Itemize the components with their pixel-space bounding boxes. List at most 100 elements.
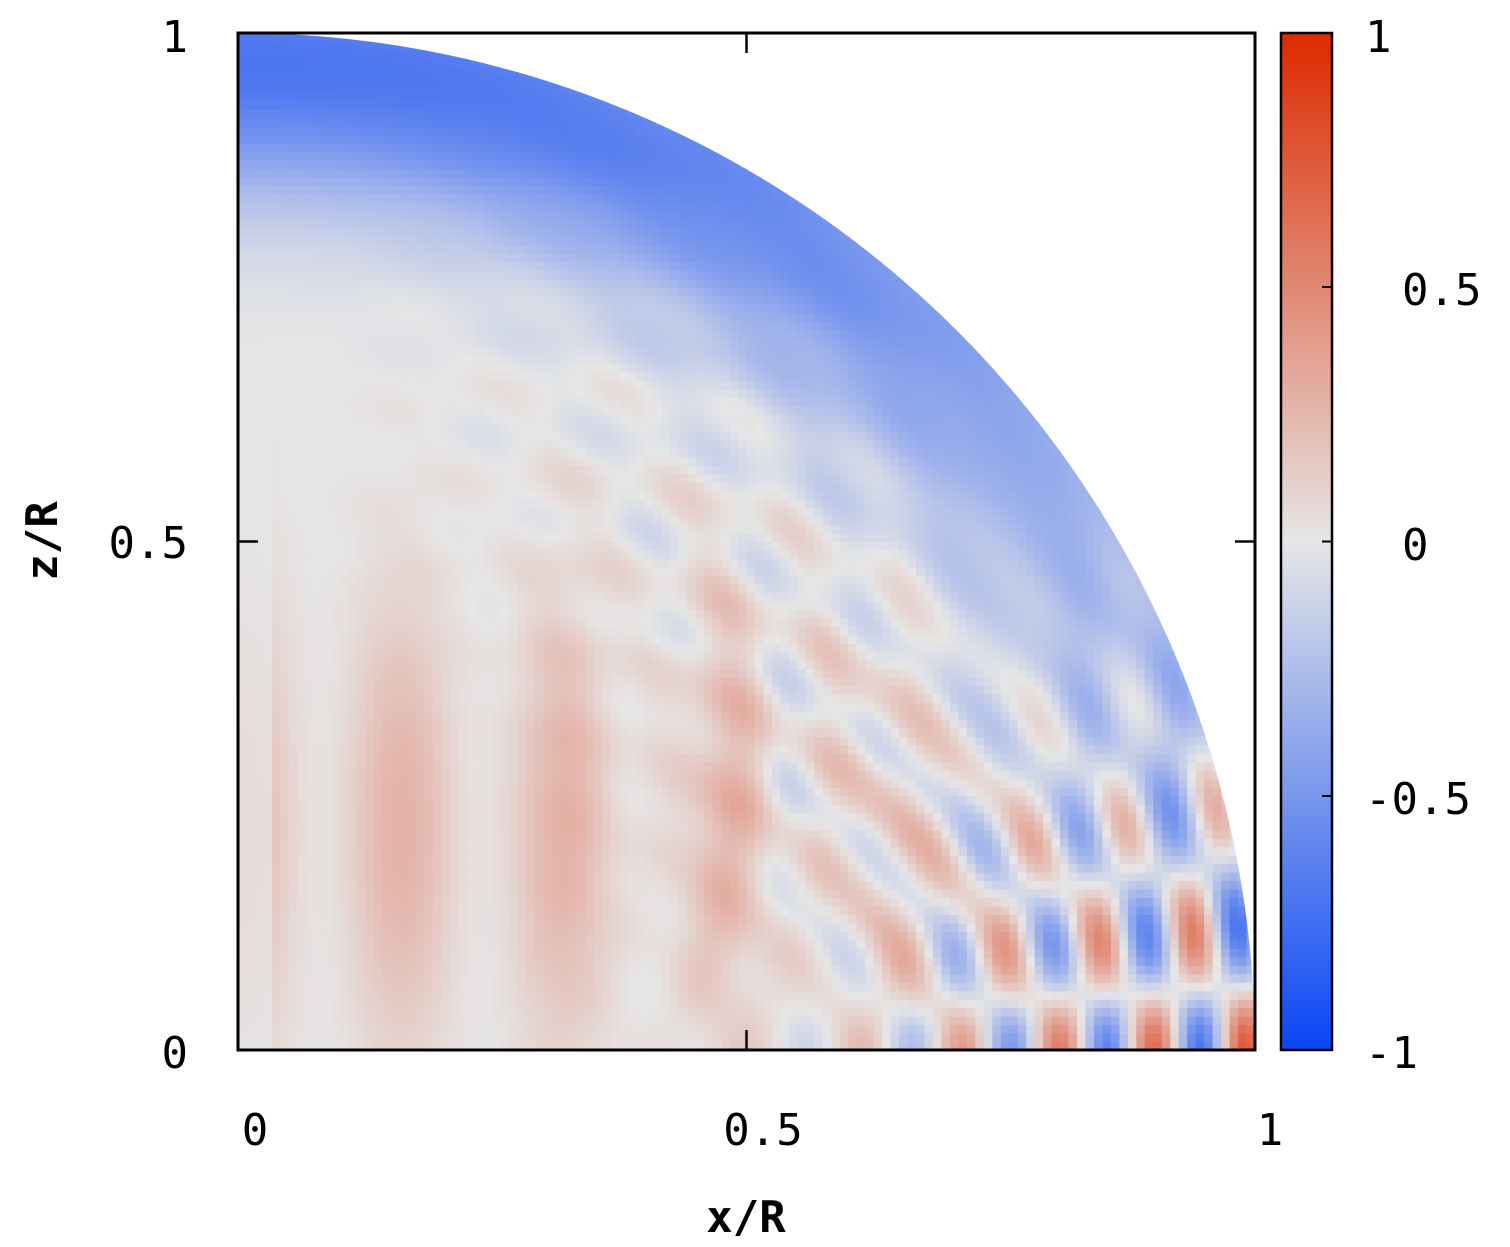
- heatmap-cell: [475, 499, 485, 509]
- heatmap-cell: [348, 990, 358, 1000]
- heatmap-cell: [314, 109, 324, 119]
- heatmap-cell: [441, 651, 451, 661]
- heatmap-cell: [509, 185, 519, 195]
- heatmap-cell: [500, 329, 510, 339]
- heatmap-cell: [568, 651, 578, 661]
- heatmap-cell: [509, 549, 519, 560]
- heatmap-cell: [263, 812, 273, 822]
- heatmap-cell: [331, 855, 341, 865]
- heatmap-cell: [466, 507, 476, 517]
- heatmap-cell: [415, 1024, 426, 1034]
- heatmap-cell: [331, 41, 341, 51]
- heatmap-cell: [500, 617, 510, 627]
- heatmap-cell: [280, 414, 290, 424]
- heatmap-cell: [339, 685, 349, 695]
- heatmap-cell: [500, 270, 510, 280]
- heatmap-cell: [288, 473, 298, 483]
- heatmap-cell: [458, 524, 468, 534]
- heatmap-cell: [543, 499, 553, 509]
- heatmap-cell: [399, 592, 409, 602]
- heatmap-cell: [238, 685, 248, 695]
- heatmap-cell: [593, 1007, 604, 1017]
- heatmap-cell: [568, 516, 578, 526]
- heatmap-cell: [365, 677, 375, 687]
- heatmap-cell: [280, 855, 290, 865]
- heatmap-cell: [254, 363, 265, 373]
- heatmap-cell: [585, 1007, 595, 1017]
- heatmap-cell: [517, 202, 527, 212]
- heatmap-cell: [373, 388, 383, 399]
- heatmap-cell: [322, 990, 332, 1000]
- heatmap-cell: [543, 380, 553, 390]
- heatmap-cell: [475, 1024, 485, 1034]
- heatmap-cell: [322, 914, 332, 924]
- heatmap-cell: [517, 287, 527, 297]
- heatmap-cell: [543, 143, 553, 153]
- heatmap-cell: [373, 456, 383, 466]
- heatmap-cell: [280, 1041, 290, 1050]
- heatmap-cell: [373, 973, 383, 983]
- heatmap-cell: [280, 456, 290, 466]
- heatmap-cell: [441, 185, 451, 195]
- heatmap-cell: [399, 719, 409, 729]
- heatmap-cell: [288, 507, 298, 517]
- heatmap-cell: [458, 1016, 468, 1026]
- heatmap-cell: [407, 261, 417, 271]
- heatmap-cell: [475, 880, 485, 890]
- heatmap-cell: [271, 897, 281, 907]
- heatmap-cell: [441, 1016, 451, 1026]
- heatmap-cell: [509, 92, 519, 102]
- heatmap-cell: [297, 931, 307, 941]
- heatmap-cell: [551, 499, 561, 509]
- heatmap-cell: [373, 617, 383, 627]
- heatmap-cell: [297, 727, 307, 738]
- heatmap-cell: [339, 295, 349, 305]
- heatmap-cell: [500, 168, 510, 178]
- heatmap-cell: [441, 558, 451, 568]
- heatmap-cell: [254, 244, 265, 254]
- heatmap-cell: [543, 846, 553, 856]
- heatmap-cell: [568, 643, 578, 653]
- heatmap-cell: [390, 600, 400, 610]
- heatmap-cell: [449, 270, 459, 280]
- heatmap-cell: [585, 795, 595, 805]
- heatmap-cell: [271, 49, 281, 60]
- heatmap-cell: [458, 253, 468, 263]
- heatmap-cell: [500, 414, 510, 424]
- heatmap-cell: [373, 922, 383, 932]
- heatmap-cell: [560, 355, 570, 365]
- heatmap-cell: [466, 253, 476, 263]
- heatmap-cell: [339, 244, 349, 254]
- heatmap-cell: [288, 41, 298, 51]
- heatmap-cell: [339, 549, 349, 560]
- heatmap-cell: [305, 202, 315, 212]
- heatmap-cell: [365, 660, 375, 670]
- heatmap-cell: [305, 177, 315, 187]
- heatmap-cell: [551, 999, 561, 1009]
- heatmap-cell: [458, 134, 468, 144]
- heatmap-cell: [424, 100, 434, 110]
- heatmap-cell: [458, 414, 468, 424]
- heatmap-cell: [263, 355, 273, 365]
- heatmap-cell: [246, 431, 256, 441]
- heatmap-cell: [415, 151, 426, 161]
- heatmap-cell: [500, 210, 510, 221]
- heatmap-cell: [483, 244, 493, 254]
- heatmap-cell: [475, 753, 485, 763]
- heatmap-cell: [500, 600, 510, 610]
- heatmap-cell: [322, 634, 332, 644]
- heatmap-cell: [238, 812, 248, 822]
- heatmap-cell: [263, 431, 273, 441]
- heatmap-cell: [314, 558, 324, 568]
- heatmap-cell: [297, 1007, 307, 1017]
- heatmap-cell: [314, 973, 324, 983]
- heatmap-cell: [500, 456, 510, 466]
- heatmap-cell: [390, 261, 400, 271]
- heatmap-cell: [263, 846, 273, 856]
- heatmap-cell: [331, 575, 341, 585]
- heatmap-cell: [297, 668, 307, 678]
- heatmap-cell: [526, 727, 536, 738]
- heatmap-cell: [238, 312, 248, 322]
- heatmap-cell: [551, 151, 561, 161]
- heatmap-cell: [238, 236, 248, 246]
